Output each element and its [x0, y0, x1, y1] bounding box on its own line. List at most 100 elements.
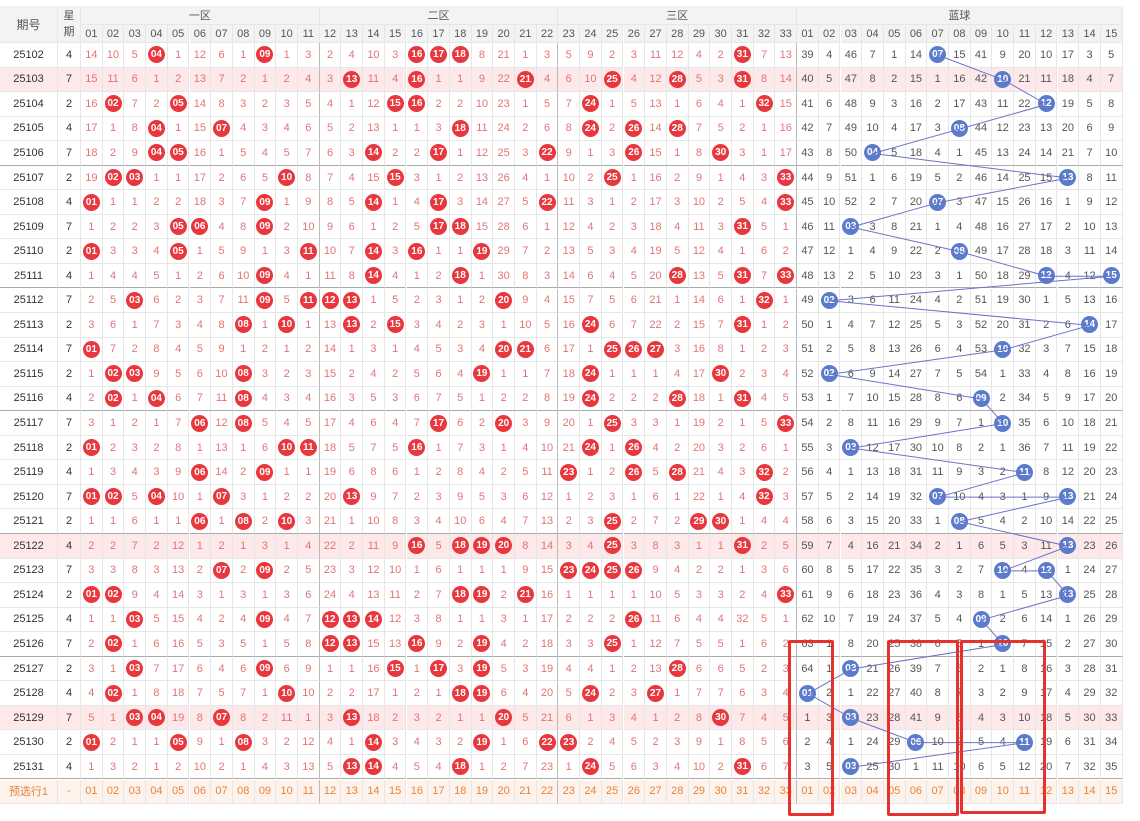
red-cell: 3	[645, 754, 667, 780]
blue-cell: 9	[1035, 484, 1058, 510]
red-cell: 4	[753, 386, 776, 412]
red-cell: 21	[688, 460, 711, 485]
red-cell: 01	[81, 190, 103, 215]
red-cell: 17	[645, 190, 667, 215]
red-cell: 1	[406, 656, 429, 682]
red-cell: 6	[493, 681, 515, 706]
blue-cell: 7	[818, 116, 841, 142]
red-cell: 12	[319, 288, 342, 314]
red-cell: 7	[363, 435, 385, 461]
blue-cell: 13	[883, 337, 906, 363]
blue-cell: 3	[970, 460, 993, 485]
blue-cell: 2	[1035, 313, 1058, 338]
red-cell: 1	[406, 263, 429, 289]
red-cell: 2	[688, 558, 711, 584]
blue-cell: 33	[905, 509, 928, 534]
blue-cell: 2	[818, 411, 841, 436]
red-cell: 1	[580, 411, 602, 436]
red-cell: 23	[319, 558, 342, 584]
red-cell: 2	[449, 632, 472, 657]
red-cell: 5	[601, 754, 624, 780]
ball: 08	[234, 389, 252, 407]
red-cell: 5	[623, 92, 646, 117]
column-header: 04	[862, 25, 884, 43]
red-cell: 09	[254, 190, 277, 215]
blue-cell: 15	[992, 190, 1015, 215]
column-header: 23	[558, 25, 581, 43]
red-cell: 4	[319, 730, 342, 755]
red-cell: 3	[580, 632, 602, 657]
red-cell: 4	[232, 116, 255, 142]
column-header: 11	[298, 25, 320, 43]
red-cell: 1	[775, 607, 798, 633]
ball: 09	[256, 193, 274, 211]
red-cell: 2	[341, 116, 364, 142]
red-cell: 3	[753, 165, 776, 191]
red-cell: 19	[471, 534, 494, 559]
red-cell: 1	[406, 460, 429, 485]
blue-cell: 22	[1014, 92, 1036, 117]
issue: 25111	[0, 263, 58, 289]
red-cell: 06	[189, 509, 212, 534]
red-cell: 13	[319, 313, 342, 338]
blue-cell: 33	[1014, 362, 1036, 387]
red-cell: 4	[276, 116, 298, 142]
blue-cell: 7	[818, 534, 841, 559]
blue-cell: 08	[949, 509, 971, 534]
red-cell: 6	[189, 656, 212, 682]
red-cell: 28	[493, 214, 515, 240]
red-cell: 18	[449, 754, 472, 780]
blue-cell: 8	[818, 558, 841, 584]
ball: 05	[169, 733, 187, 751]
blue-cell: 3	[862, 214, 884, 240]
blue-cell: 41	[797, 92, 819, 117]
red-cell: 22	[536, 779, 559, 805]
red-cell: 5	[558, 43, 581, 68]
ball: 27	[647, 684, 665, 702]
red-cell: 1	[732, 632, 754, 657]
red-cell: 6	[298, 583, 320, 608]
ball: 19	[473, 537, 491, 555]
ball: 10	[278, 512, 296, 530]
blue-cell: 1	[1057, 190, 1080, 215]
red-cell: 1	[384, 116, 407, 142]
red-cell: 4	[211, 214, 233, 240]
red-cell: 13	[645, 656, 667, 682]
red-cell: 05	[167, 730, 190, 755]
ball: 25	[603, 512, 621, 530]
blue-cell: 13	[1035, 583, 1058, 608]
weekday: 2	[58, 92, 81, 117]
blue-cell: 4	[970, 484, 993, 510]
red-cell: 11	[688, 214, 711, 240]
red-cell: 1	[124, 681, 147, 706]
red-cell: 2	[601, 214, 624, 240]
red-cell: 1	[732, 92, 754, 117]
red-cell: 20	[493, 411, 515, 436]
red-cell: 8	[124, 116, 147, 142]
blue-cell: 10	[992, 779, 1015, 805]
red-cell: 11	[363, 67, 385, 93]
red-cell: 26	[623, 435, 646, 461]
red-cell: 4	[146, 239, 168, 264]
red-cell: 1	[428, 67, 450, 93]
blue-cell: 08	[949, 116, 971, 142]
red-cell: 5	[298, 92, 320, 117]
red-cell: 2	[341, 681, 364, 706]
ball: 16	[408, 242, 426, 260]
red-cell: 3	[232, 92, 255, 117]
red-cell: 13	[384, 632, 407, 657]
red-cell: 07	[211, 116, 233, 142]
ball: 05	[169, 242, 187, 260]
ball: 26	[625, 610, 643, 628]
red-cell: 4	[124, 460, 147, 485]
red-cell: 5	[406, 754, 429, 780]
blue-cell: 53	[970, 337, 993, 363]
red-cell: 25	[601, 337, 624, 363]
red-cell: 2	[449, 92, 472, 117]
red-cell: 9	[449, 484, 472, 510]
red-cell: 24	[580, 681, 602, 706]
red-cell: 1	[276, 337, 298, 363]
red-cell: 6	[102, 313, 125, 338]
red-cell: 4	[645, 435, 667, 461]
red-cell: 8	[298, 165, 320, 191]
